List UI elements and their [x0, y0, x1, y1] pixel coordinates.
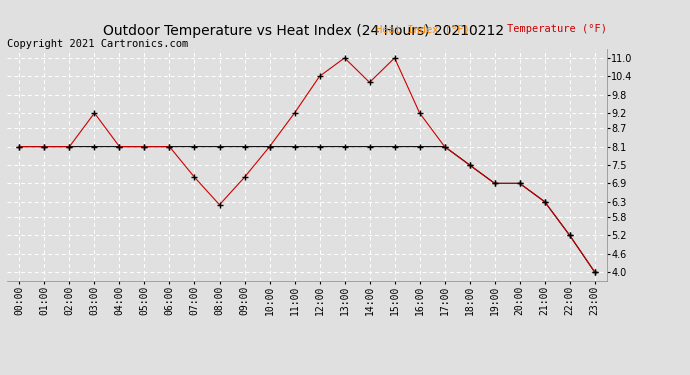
Text: Copyright 2021 Cartronics.com: Copyright 2021 Cartronics.com — [7, 39, 188, 50]
Text: Outdoor Temperature vs Heat Index (24 Hours) 20210212: Outdoor Temperature vs Heat Index (24 Ho… — [103, 24, 504, 38]
Text: Temperature (°F): Temperature (°F) — [507, 24, 607, 34]
Text: Heat Index (°F): Heat Index (°F) — [376, 24, 470, 34]
